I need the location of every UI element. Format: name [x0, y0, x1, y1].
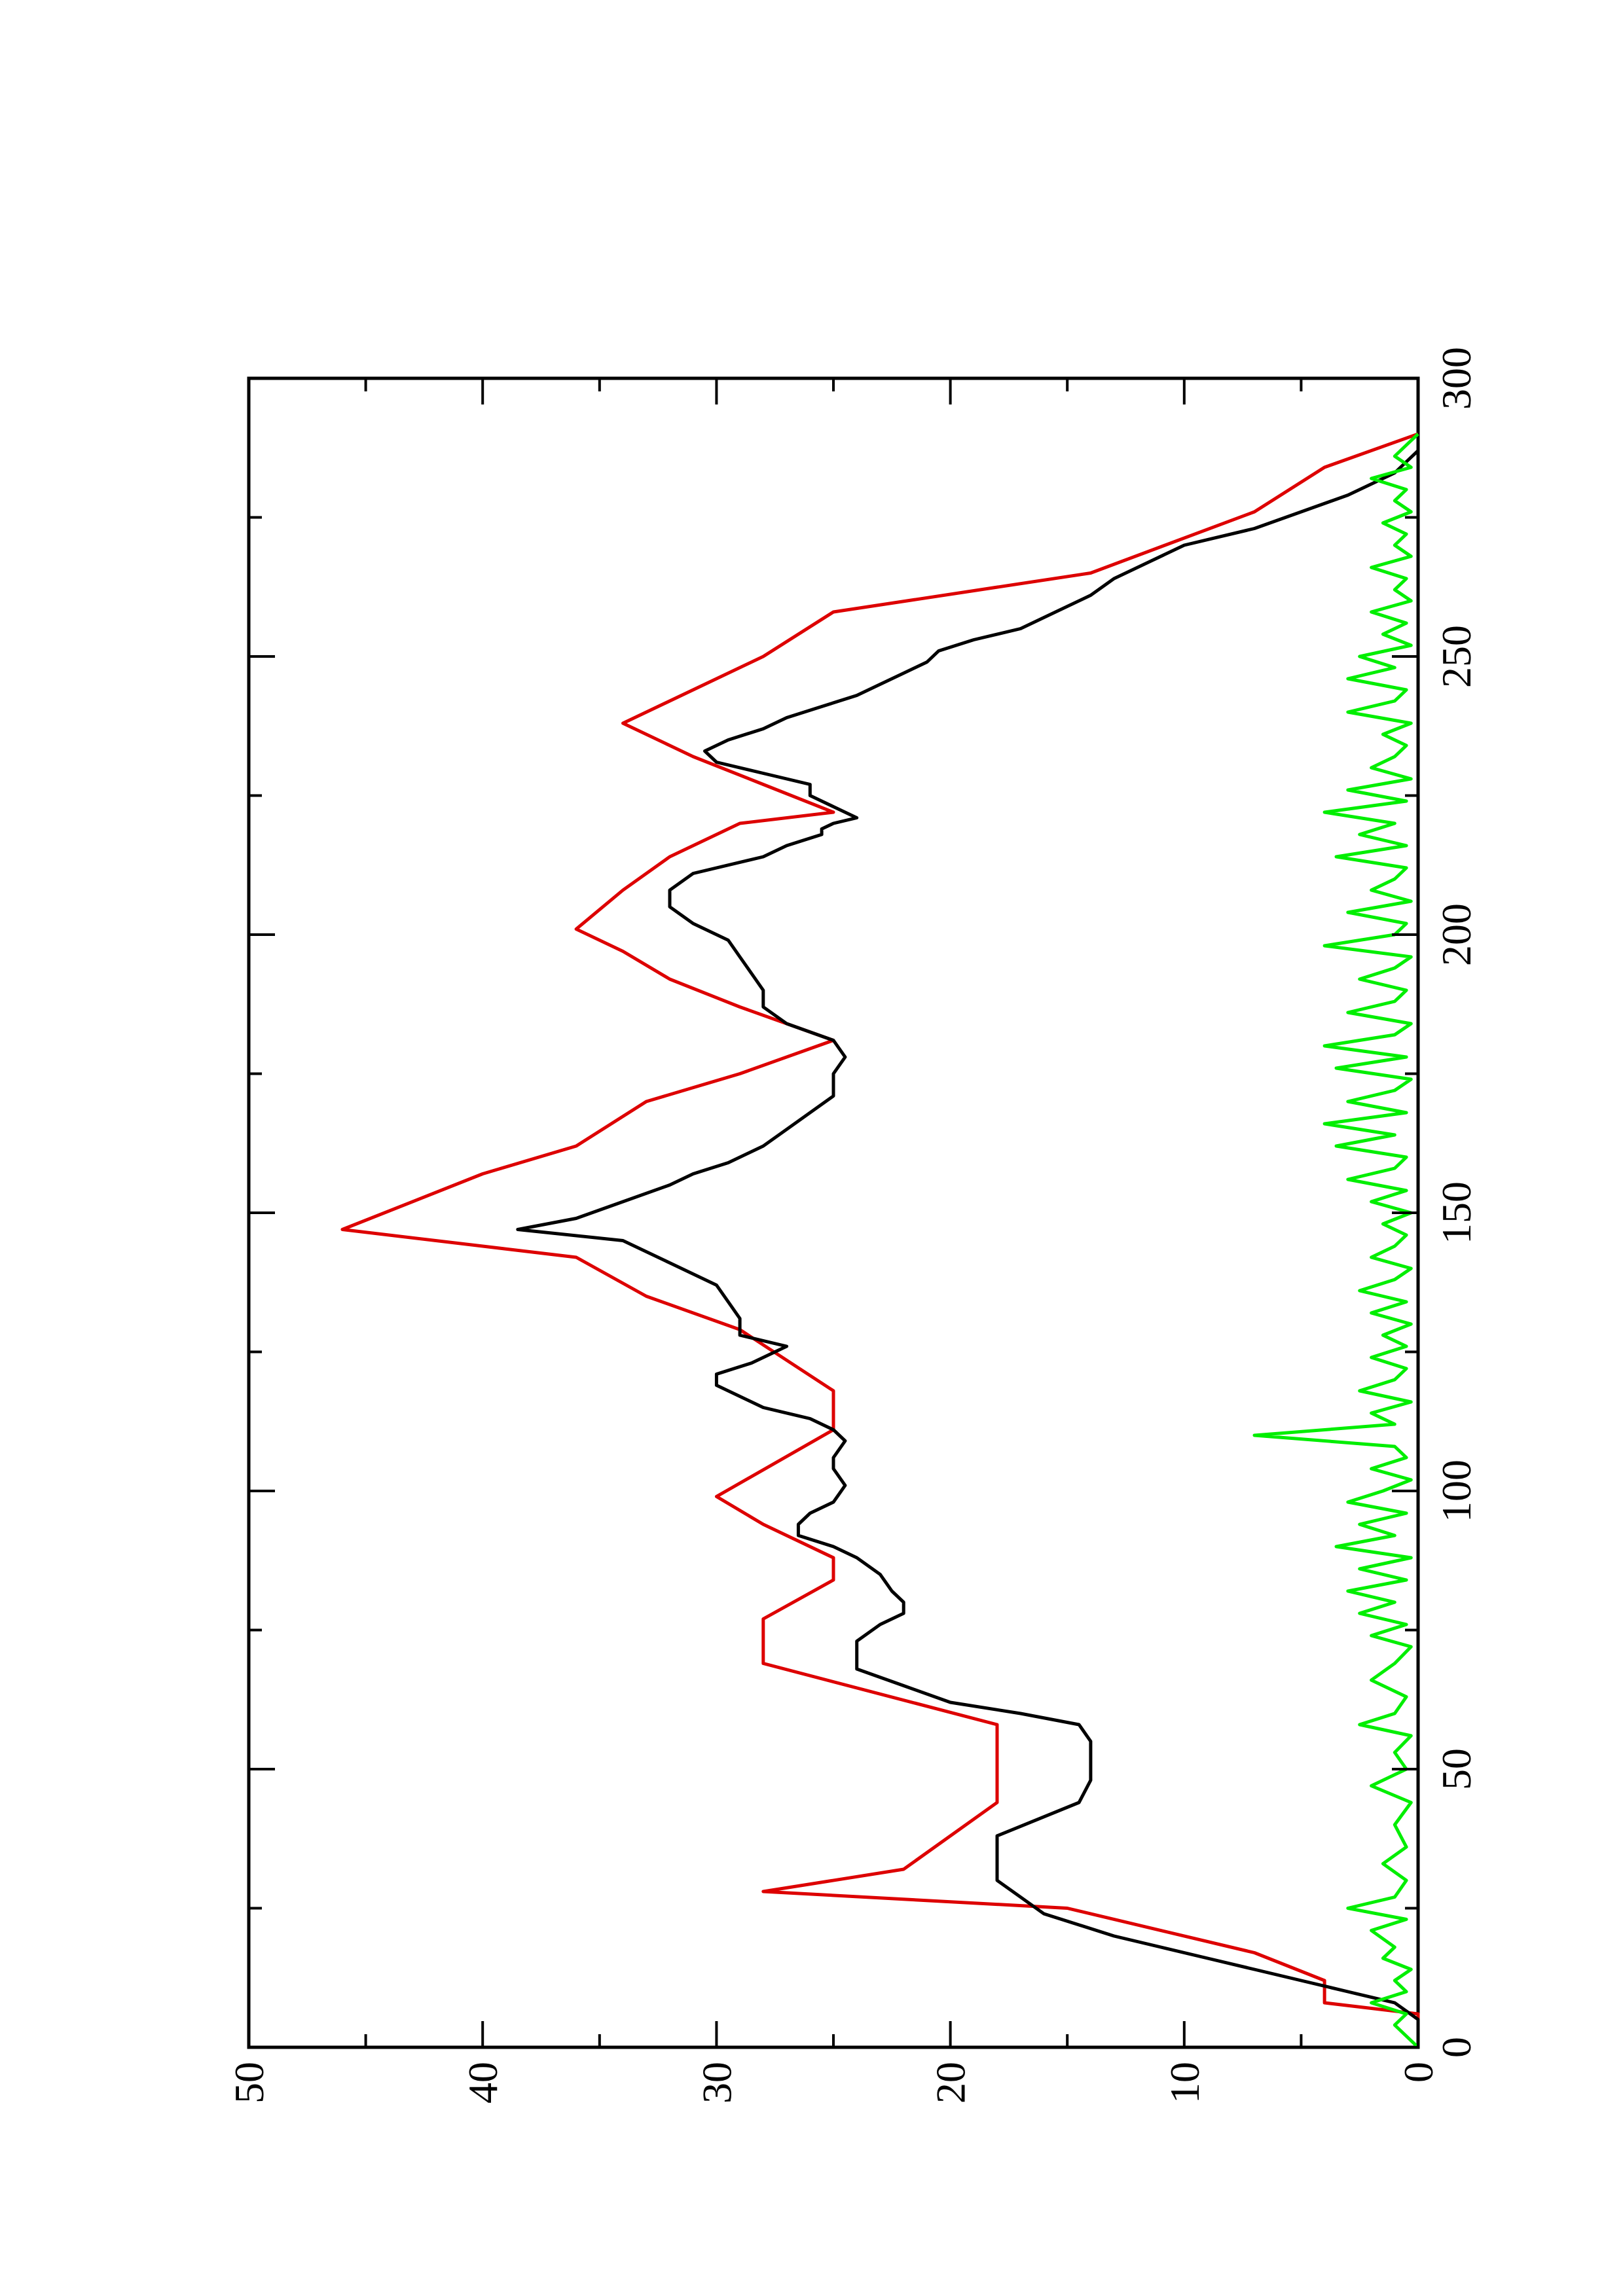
x-tick-label: 150 [1433, 1181, 1480, 1244]
plot-frame [247, 376, 1420, 2049]
x-tick-label: 250 [1433, 625, 1480, 688]
x-tick-label: 100 [1433, 1460, 1480, 1522]
x-tick-label: 50 [1433, 1748, 1480, 1790]
rotated-plot-group: 0 50 100 150 200 250 300 0 10 20 30 40 50 [226, 347, 1480, 2104]
series-line-1 [340, 432, 1420, 2047]
y-tick-label: 30 [693, 2062, 740, 2104]
x-tick-label: 300 [1433, 347, 1480, 410]
series-layer [340, 432, 1420, 2049]
x-tick-label: 200 [1433, 903, 1480, 966]
y-tick-label: 20 [928, 2062, 974, 2104]
series-line-2 [516, 434, 1420, 2047]
series-line-3 [1252, 433, 1419, 2049]
y-tick-label: 0 [1395, 2062, 1442, 2083]
y-tick-label: 40 [460, 2062, 506, 2104]
y-tick-label: 10 [1161, 2062, 1208, 2104]
y-tick-label: 50 [226, 2062, 272, 2104]
x-tick-label: 0 [1433, 2037, 1480, 2058]
ticks-layer [247, 377, 1419, 2049]
tick-labels-layer: 0 50 100 150 200 250 300 0 10 20 30 40 50 [226, 347, 1480, 2104]
